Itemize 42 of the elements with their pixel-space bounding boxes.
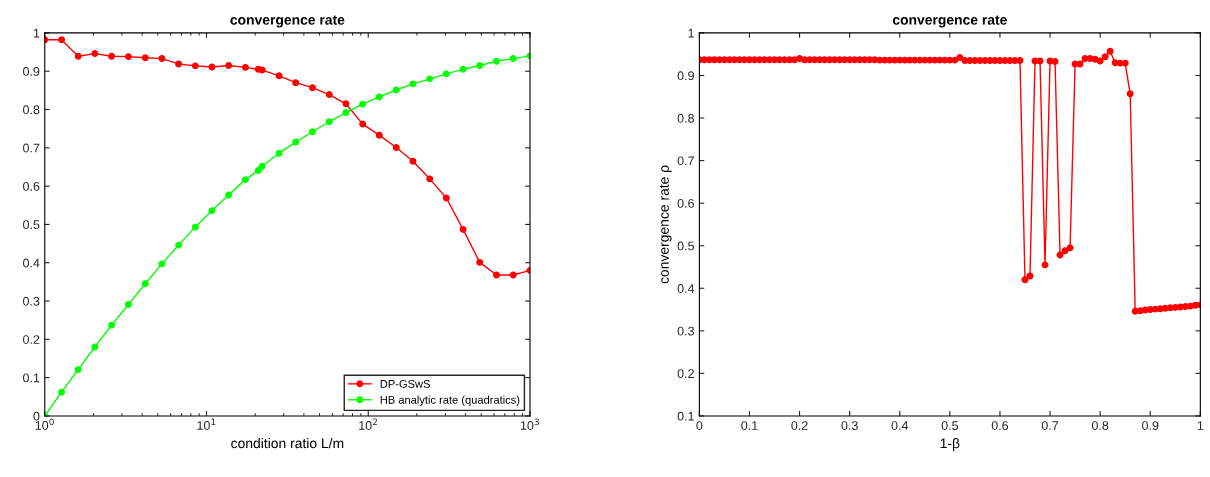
x-axis-title: 1-β: [940, 438, 960, 451]
y-tick-label: 0.8: [23, 105, 40, 115]
y-tick-label: 0.7: [677, 156, 694, 166]
y-tick-label: 1: [33, 28, 40, 38]
x-tick-label: 1: [1197, 421, 1204, 430]
y-tick-label: 0.3: [23, 296, 40, 306]
y-tick-label: 0.3: [677, 326, 694, 336]
y-tick-label: 0.4: [23, 258, 40, 268]
legend-label: DP-GSwS: [380, 379, 430, 388]
y-tick-label: 0.4: [677, 284, 695, 293]
legend-label: HB analytic rate (quadratics): [380, 395, 520, 406]
y-tick-label: 0.6: [23, 181, 40, 191]
x-tick-label: 0.8: [1091, 421, 1109, 430]
y-tick-label: 0.8: [677, 113, 694, 123]
x-tick-label: 10$^{3}$: [520, 418, 539, 430]
x-tick-label: 0.3: [841, 421, 858, 430]
y-tick-label: 0.2: [677, 369, 694, 379]
y-tick-label: 0.7: [23, 143, 40, 153]
x-tick-label: 0.9: [1142, 421, 1159, 430]
y-tick-label: 0: [33, 411, 40, 421]
y-tick-label: 0.6: [677, 198, 694, 208]
x-tick-label: 0: [696, 421, 703, 430]
y-tick-label: 0.1: [23, 373, 40, 383]
x-tick-label: 0.5: [941, 421, 959, 430]
x-tick-label: 0.6: [991, 421, 1009, 430]
y-tick-label: 0.2: [23, 335, 40, 344]
x-tick-label: 10$^{1}$: [197, 418, 216, 430]
x-tick-label: 0.7: [1041, 421, 1059, 430]
y-tick-label: 1: [688, 28, 694, 38]
y-tick-label: 0.9: [23, 67, 40, 76]
y-tick-label: 0.1: [677, 411, 694, 421]
y-tick-label: 0.5: [23, 220, 40, 230]
chart-title: convergence rate: [230, 15, 345, 28]
x-axis-title: condition ratio L/m: [231, 438, 344, 449]
chart-title: convergence rate: [892, 15, 1007, 28]
x-tick-label: 0.1: [741, 421, 758, 430]
y-tick-label: 0.5: [677, 241, 694, 251]
y-axis-title: convergence rate ρ: [659, 165, 672, 284]
y-tick-label: 0.9: [677, 71, 694, 81]
x-tick-label: 0.2: [791, 421, 808, 430]
x-tick-label: 10$^{2}$: [359, 418, 377, 430]
x-tick-label: 0.4: [891, 421, 909, 430]
